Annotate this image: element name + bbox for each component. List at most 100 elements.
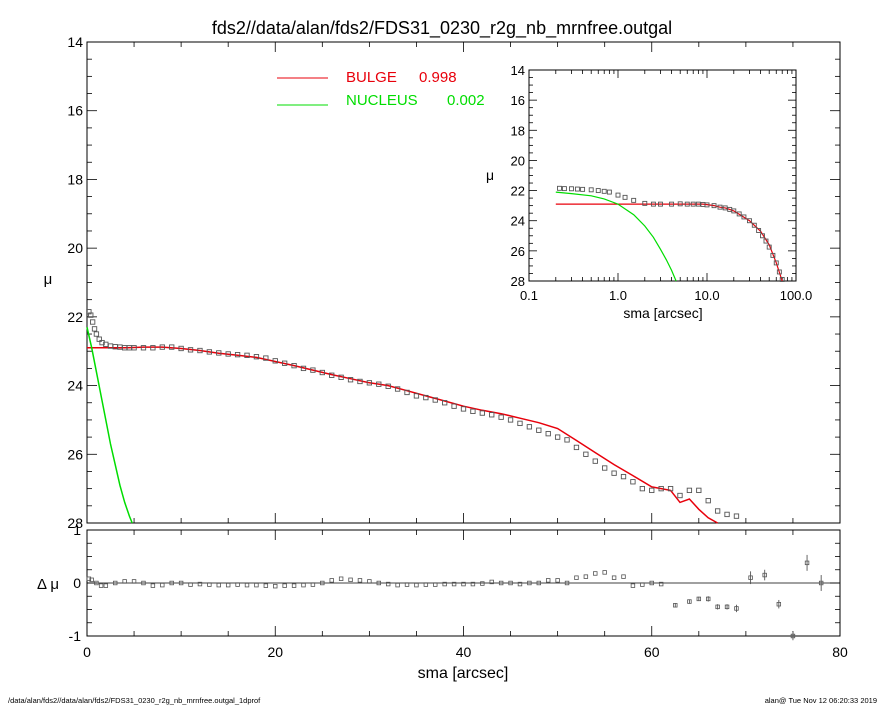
main-data-point — [554, 434, 561, 440]
residual-point — [564, 580, 570, 586]
inset-data-point — [588, 187, 594, 193]
residual-x-tick-label: 0 — [83, 644, 91, 660]
residual-point — [404, 582, 410, 587]
inset-data-point — [722, 205, 728, 211]
main-data-point — [89, 319, 96, 325]
inset-data-point — [606, 189, 612, 195]
main-data-point — [310, 367, 316, 373]
inset-x-tick-label: 10.0 — [694, 288, 719, 303]
inset-x-tick-label: 100.0 — [780, 288, 813, 303]
main-data-point — [206, 349, 213, 355]
main-y-tick-label: 26 — [67, 446, 83, 462]
residual-point — [602, 570, 607, 575]
main-data-point — [639, 485, 645, 492]
main-data-point — [253, 354, 260, 360]
residual-point — [254, 582, 259, 588]
inset-data-point — [557, 185, 562, 191]
inset-data-point — [690, 201, 696, 207]
main-data-point — [131, 345, 137, 351]
main-data-point — [564, 437, 570, 443]
residual-point — [395, 582, 400, 588]
main-data-point — [169, 344, 175, 350]
inset-data-point — [569, 186, 574, 192]
residual-x-tick-label: 40 — [456, 644, 472, 660]
residual-point — [696, 596, 702, 602]
main-data-point — [479, 410, 485, 416]
residual-y-tick-label: 1 — [73, 522, 81, 538]
residual-y-tick-label: 0 — [73, 575, 81, 591]
residual-point — [376, 580, 381, 586]
main-data-point — [300, 365, 307, 372]
residual-point — [94, 580, 99, 586]
residual-point — [207, 582, 212, 587]
residual-point — [630, 583, 636, 588]
residual-point — [451, 581, 457, 587]
residual-x-tick-label: 20 — [267, 644, 283, 660]
residual-point — [263, 583, 269, 588]
main-data-point — [498, 414, 504, 420]
residual-point — [103, 583, 109, 588]
residual-point — [748, 575, 753, 580]
main-data-point — [159, 344, 165, 350]
inset-x-axis-label: sma [arcsec] — [623, 305, 702, 321]
footer-timestamp: alan@ Tue Nov 12 06:20:33 2019 — [764, 696, 877, 705]
residual-point — [546, 578, 551, 583]
main-data-point — [677, 492, 683, 499]
main-data-point — [394, 386, 401, 392]
inset-data-point — [776, 269, 782, 275]
residual-point — [150, 583, 156, 588]
residual-point — [804, 560, 810, 566]
main-y-tick-label: 24 — [67, 378, 83, 394]
residual-point — [489, 579, 494, 585]
main-data-point — [272, 358, 278, 364]
inset-data-point — [760, 233, 765, 239]
main-data-point — [282, 360, 288, 366]
main-data-point — [517, 420, 523, 427]
residual-point — [423, 582, 429, 587]
main-data-point — [451, 403, 457, 409]
inset-series-layer — [555, 185, 785, 282]
residual-point — [818, 580, 824, 586]
main-nucleus-model-line — [86, 327, 133, 524]
residual-point — [320, 580, 325, 586]
inset-data-point — [677, 201, 683, 207]
residual-point — [658, 581, 664, 587]
main-data-point — [667, 485, 674, 492]
residual-point — [367, 579, 372, 584]
residual-tick-labels: 0 20 40 60 80-101 — [69, 522, 848, 660]
main-data-point — [620, 473, 627, 480]
main-data-point — [244, 352, 250, 358]
main-y-axis-label: μ — [44, 271, 53, 288]
main-data-point — [696, 487, 702, 494]
residual-point — [687, 599, 692, 604]
residual-point — [385, 581, 391, 587]
main-data-point — [658, 485, 664, 492]
main-y-tick-label: 16 — [67, 103, 83, 119]
residual-point — [235, 582, 240, 587]
residual-point — [480, 581, 485, 586]
inset-data-point — [770, 252, 776, 258]
residual-point — [86, 576, 92, 581]
main-data-point — [686, 487, 693, 494]
inset-data-point — [766, 244, 772, 250]
legend: BULGE 0.998 NUCLEUS 0.002 — [277, 69, 485, 109]
inset-data-point — [695, 201, 701, 207]
inset-y-tick-label: 24 — [511, 214, 525, 229]
residual-point — [329, 578, 334, 583]
main-data-point — [460, 406, 467, 412]
main-data-point — [573, 444, 580, 451]
main-y-tick-label: 14 — [67, 34, 83, 50]
residual-point — [301, 582, 306, 588]
residual-point — [348, 577, 353, 583]
inset-data-point — [747, 218, 752, 224]
residual-y-tick-label: -1 — [69, 628, 82, 644]
main-data-point — [705, 498, 711, 504]
inset-data-point — [595, 188, 601, 194]
inset-data-point — [779, 277, 785, 282]
residual-point — [113, 580, 118, 586]
legend-bulge-name: BULGE — [346, 69, 397, 86]
residual-point — [673, 603, 678, 608]
residual-point — [461, 581, 466, 587]
inset-axis-ticks — [528, 69, 797, 282]
